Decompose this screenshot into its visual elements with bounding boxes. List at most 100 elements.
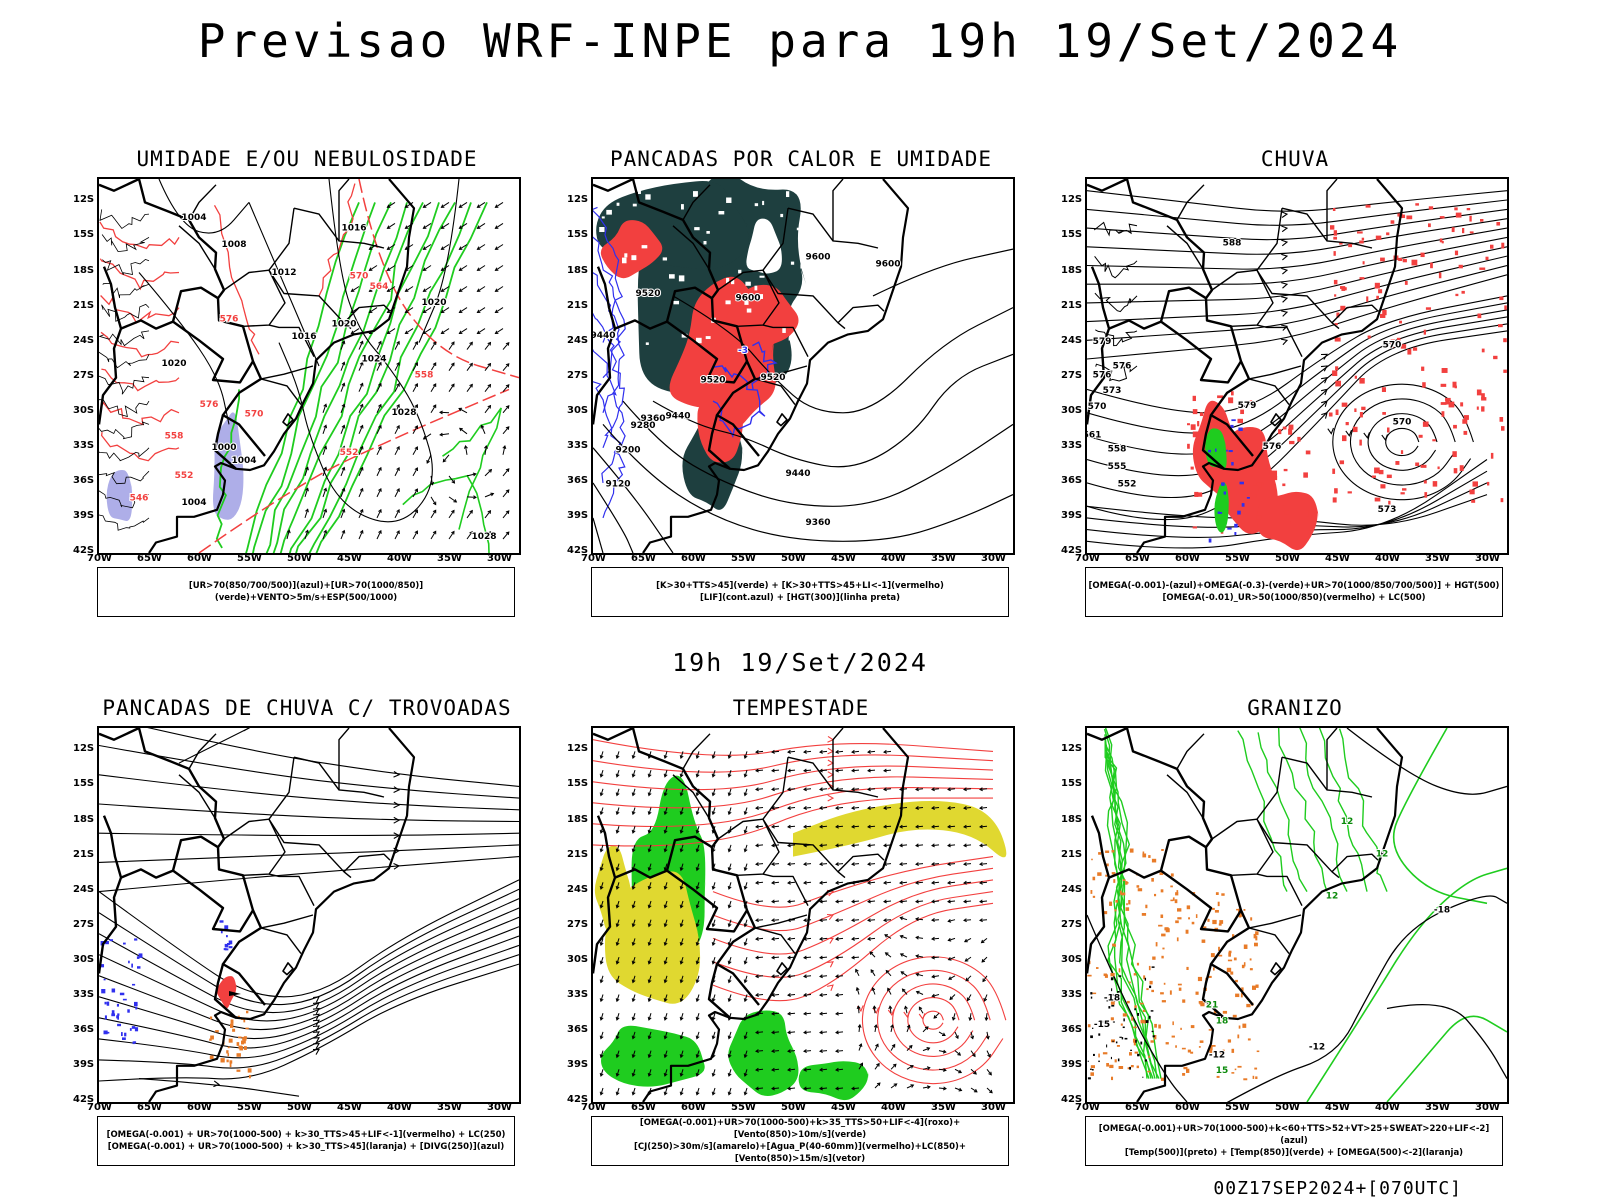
state-border [754,914,808,929]
state-border [260,914,314,929]
contour-label: 573 [1378,505,1397,515]
temp-850-contour [1277,728,1328,892]
longitude-tick-label: 30W [1475,1102,1500,1113]
state-border [1256,324,1303,358]
contour-label: 1028 [391,408,416,418]
contour-label: 1004 [181,213,206,223]
temp-500-contour [1087,914,1188,1102]
contour-label: 552 [340,448,359,458]
contour-label: 588 [1223,239,1242,249]
run-info-footer: 00Z17SEP2024+[070UTC] [1213,1178,1462,1199]
temp-500-detail [1087,966,1155,1080]
contour-label: 1004 [231,456,256,466]
latitude-tick-label: 15S [1061,229,1083,241]
latitude-tick-label: 36S [567,474,589,486]
latitude-tick-label: 18S [567,264,589,276]
isobar [99,375,150,395]
contour-label: 1016 [341,223,366,233]
panel-title: CHUVA [1260,147,1330,171]
latitude-tick-label: 24S [1061,883,1083,895]
rain-speckles [1187,391,1311,534]
latitude-tick-label: 39S [1061,509,1083,521]
longitude-tick-label: 65W [1125,553,1150,564]
state-border [338,179,350,241]
longitude-tick-label: 55W [237,553,262,564]
isobar [99,514,150,531]
state-border [1166,225,1204,270]
latitude-tick-label: 42S [1061,545,1083,556]
contour-label: 9360 [640,414,665,424]
longitude-tick-label: 60W [681,553,706,564]
streamline [99,728,519,1097]
latitude-tick-label: 18S [73,813,95,825]
contour-label: -15 [1094,1020,1110,1030]
state-border [223,269,270,291]
omega-speckles [1208,419,1250,543]
country-border [1087,266,1111,425]
longitude-tick-label: 70W [1075,553,1100,564]
low-level-humidity-contour [288,202,440,553]
legend-box: [OMEGA(-0.001)+UR>70(1000-500)+k>35_TTS>… [591,1116,1009,1166]
state-border [1281,756,1373,798]
latitude-tick-label: 33S [567,988,589,1000]
longitude-tick-label: 45W [337,1102,362,1113]
longitude-tick-label: 45W [337,553,362,564]
state-border [178,774,216,819]
contour-label: 9360 [805,518,830,528]
longitude-tick-label: 40W [881,1102,906,1113]
contour-label: 1008 [221,240,246,250]
state-border [832,728,844,790]
contour-label: 552 [175,471,194,481]
longitude-tick-label: 35W [437,1102,462,1113]
legend-box: [OMEGA(-0.001)-(azul)+OMEGA(-0.3)-(verde… [1085,567,1503,617]
latitude-tick-label: 24S [73,883,95,895]
latitude-tick-label: 27S [1061,369,1083,381]
contour-label: 18 [1216,1017,1229,1027]
country-border [120,868,255,933]
height-500-contour [1095,329,1138,347]
contour-label: 9120 [605,479,630,489]
temp-850-contour [1338,728,1388,892]
latitude-tick-label: 36S [73,474,95,486]
state-border [717,269,764,291]
contour-label: 12 [1341,817,1354,827]
coastline [1136,179,1404,553]
longitude-tick-label: 30W [1475,553,1500,564]
high-level-humidity-area [106,470,133,522]
longitude-tick-label: 30W [487,1102,512,1113]
latitude-tick-label: 39S [567,509,589,521]
latitude-tick-label: 21S [73,848,95,860]
state-border [754,365,808,380]
basemap [593,179,910,553]
state-border [736,269,780,327]
low-level-humidity-contour [308,202,472,553]
longitude-tick-label: 50W [781,553,806,564]
contour-label: 1024 [361,354,386,364]
state-border [682,733,711,770]
latitude-tick-label: 21S [73,299,95,311]
low-level-humidity-contour [295,201,456,553]
thickness-contour [101,401,180,426]
map-area: -18 12 12 12 -12 -12 15 -15 -18 18 21 [1085,726,1509,1104]
state-border [188,733,217,770]
longitude-tick-label: 30W [981,553,1006,564]
latitude-tick-label: 15S [1061,778,1083,790]
contour-label: 1004 [181,498,206,508]
country-border [707,414,731,470]
country-border [707,963,731,1019]
contour-label: 570 [350,271,369,281]
isobar [248,202,320,367]
contour-label: 570 [1383,340,1402,350]
country-border [1087,815,1111,974]
longitude-tick-label: 40W [881,553,906,564]
latitude-tick-label: 27S [73,369,95,381]
contour-label: 558 [1108,444,1127,454]
country-border [1201,963,1225,1019]
latitude-tick-label: 33S [73,439,95,451]
lagoon [282,962,294,976]
latitude-tick-label: 12S [1061,743,1083,755]
valid-time-title: 19h 19/Set/2024 [672,648,928,677]
isobar [99,421,150,440]
temp-850-contour [1237,730,1288,892]
state-border [717,818,764,840]
